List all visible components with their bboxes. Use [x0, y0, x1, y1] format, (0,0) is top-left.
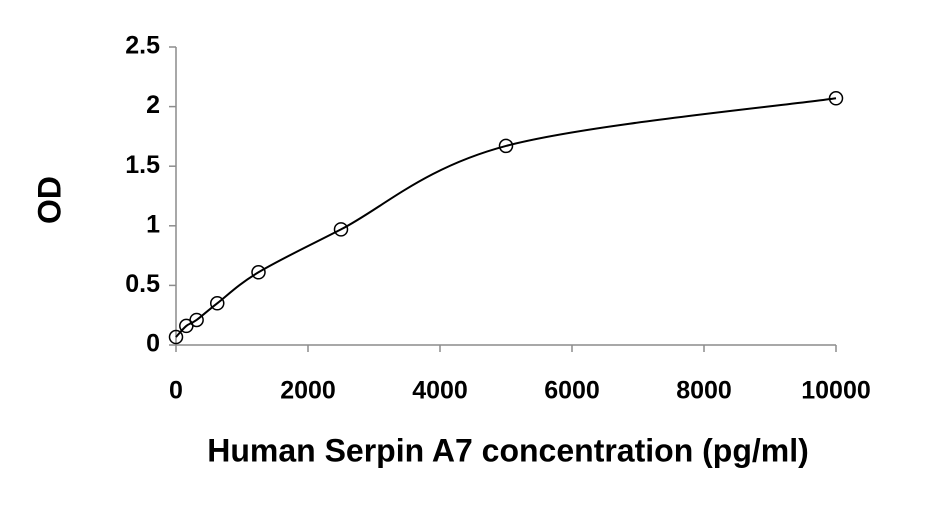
- y-tick-label: 0.5: [125, 270, 160, 298]
- data-point: [251, 265, 266, 280]
- x-tick-label: 10000: [801, 377, 871, 405]
- x-tick-label: 0: [169, 377, 183, 405]
- data-point: [498, 138, 514, 154]
- data-point: [168, 329, 184, 345]
- data-point: [189, 312, 204, 328]
- y-tick-label: 1.5: [125, 151, 160, 179]
- y-tick-label: 2: [146, 91, 160, 119]
- x-tick-label: 4000: [412, 377, 468, 405]
- y-axis-title: OD: [31, 176, 67, 224]
- x-axis-title: Human Serpin A7 concentration (pg/ml): [207, 432, 809, 468]
- data-point: [333, 222, 349, 237]
- y-tick-label: 0: [146, 330, 160, 358]
- x-tick-label: 2000: [280, 377, 336, 405]
- data-point: [210, 296, 225, 311]
- data-point: [828, 91, 844, 106]
- x-tick-label: 6000: [544, 377, 600, 405]
- y-tick-label: 2.5: [125, 32, 160, 60]
- fit-curve: [175, 97, 837, 338]
- y-tick-label: 1: [146, 210, 160, 238]
- x-tick-label: 8000: [676, 377, 732, 405]
